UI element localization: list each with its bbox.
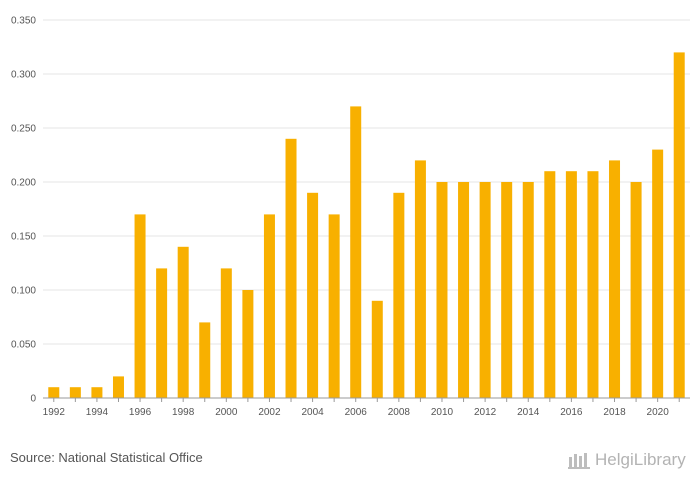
bar-1993[interactable]: [69, 387, 81, 398]
bar-1996[interactable]: [134, 214, 146, 398]
x-tick-label: 1992: [43, 407, 66, 418]
bar-2005[interactable]: [328, 214, 340, 398]
x-tick-label: 2014: [517, 407, 540, 418]
x-tick-label: 2008: [388, 407, 411, 418]
bar-2019[interactable]: [630, 182, 642, 398]
x-tick-label: 2004: [301, 407, 324, 418]
y-tick-label: 0: [30, 394, 36, 405]
x-tick-label: 2012: [474, 407, 497, 418]
bar-2001[interactable]: [242, 290, 254, 398]
bars: [48, 52, 685, 399]
logo-text: HelgiLibrary: [595, 450, 686, 469]
bar-1998[interactable]: [177, 246, 189, 398]
bar-2016[interactable]: [565, 171, 577, 398]
bar-2011[interactable]: [458, 182, 470, 398]
y-tick-label: 0.300: [11, 70, 36, 81]
x-tick-label: 2018: [603, 407, 626, 418]
x-tick-label: 2006: [345, 407, 368, 418]
y-tick-label: 0.200: [11, 178, 36, 189]
y-axis-ticks: 0 0.050 0.100 0.150 0.200 0.250 0.300 0.350: [11, 16, 36, 405]
helgi-library-logo[interactable]: HelgiLibrary: [568, 448, 686, 472]
bar-2004[interactable]: [307, 192, 319, 398]
bar-2018[interactable]: [609, 160, 621, 398]
x-tick-label: 2020: [647, 407, 670, 418]
x-tick-label: 2002: [258, 407, 281, 418]
bar-1994[interactable]: [91, 387, 103, 398]
bar-2007[interactable]: [371, 300, 383, 398]
bar-2009[interactable]: [414, 160, 426, 398]
bar-1999[interactable]: [199, 322, 211, 398]
bar-2010[interactable]: [436, 182, 448, 398]
bar-2012[interactable]: [479, 182, 491, 398]
source-note: Source: National Statistical Office: [10, 450, 203, 465]
bar-2006[interactable]: [350, 106, 362, 399]
y-tick-label: 0.350: [11, 16, 36, 27]
x-tick-label: 1998: [172, 407, 195, 418]
bar-1995[interactable]: [112, 376, 124, 398]
bar-2017[interactable]: [587, 171, 599, 398]
bar-2015[interactable]: [544, 171, 556, 398]
x-tick-label: 2016: [560, 407, 583, 418]
bar-2003[interactable]: [285, 138, 297, 399]
bar-2008[interactable]: [393, 192, 405, 398]
bar-1992[interactable]: [48, 387, 60, 398]
bar-2014[interactable]: [522, 182, 534, 398]
x-axis-ticks: 1992 1994 1996 1998 2000 2002 2004 2006 2008 2010…: [43, 398, 680, 418]
y-tick-label: 0.150: [11, 232, 36, 243]
x-tick-label: 1994: [86, 407, 109, 418]
bar-2020[interactable]: [652, 149, 664, 398]
x-tick-label: 1996: [129, 407, 152, 418]
x-tick-label: 2010: [431, 407, 454, 418]
library-icon: [568, 453, 590, 469]
gridlines: [43, 19, 690, 345]
bar-2013[interactable]: [501, 182, 513, 398]
bar-2000[interactable]: [220, 268, 232, 398]
bar-chart: 0 0.050 0.100 0.150 0.200 0.250 0.300 0.350 199…: [11, 16, 690, 418]
bar-1997[interactable]: [156, 268, 168, 398]
y-tick-label: 0.250: [11, 124, 36, 135]
bar-2002[interactable]: [263, 214, 275, 398]
y-tick-label: 0.100: [11, 286, 36, 297]
y-tick-label: 0.050: [11, 340, 36, 351]
bar-2021[interactable]: [673, 52, 685, 399]
x-tick-label: 2000: [215, 407, 238, 418]
